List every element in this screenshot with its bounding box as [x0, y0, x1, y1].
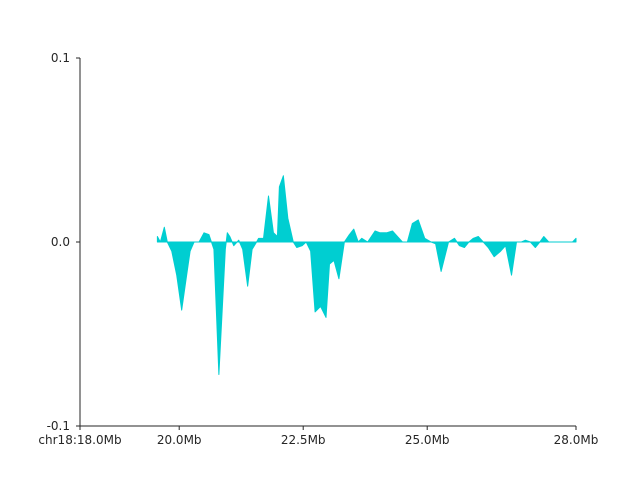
y-tick-label: 0.0	[51, 235, 70, 249]
y-tick-label: -0.1	[47, 419, 70, 433]
x-tick-label: 25.0Mb	[405, 433, 450, 447]
y-tick-label: 0.1	[51, 51, 70, 65]
x-tick-label: 20.0Mb	[157, 433, 202, 447]
y-axis-ticks: 0.1 0.0 -0.1	[47, 51, 80, 433]
x-tick-label: 28.0Mb	[554, 433, 599, 447]
x-tick-label: chr18:18.0Mb	[38, 433, 121, 447]
x-axis-ticks: chr18:18.0Mb 20.0Mb 22.5Mb 25.0Mb 28.0Mb	[38, 426, 598, 447]
series-area-0	[156, 175, 577, 375]
x-tick-label: 22.5Mb	[281, 433, 326, 447]
plot-area	[156, 175, 577, 375]
